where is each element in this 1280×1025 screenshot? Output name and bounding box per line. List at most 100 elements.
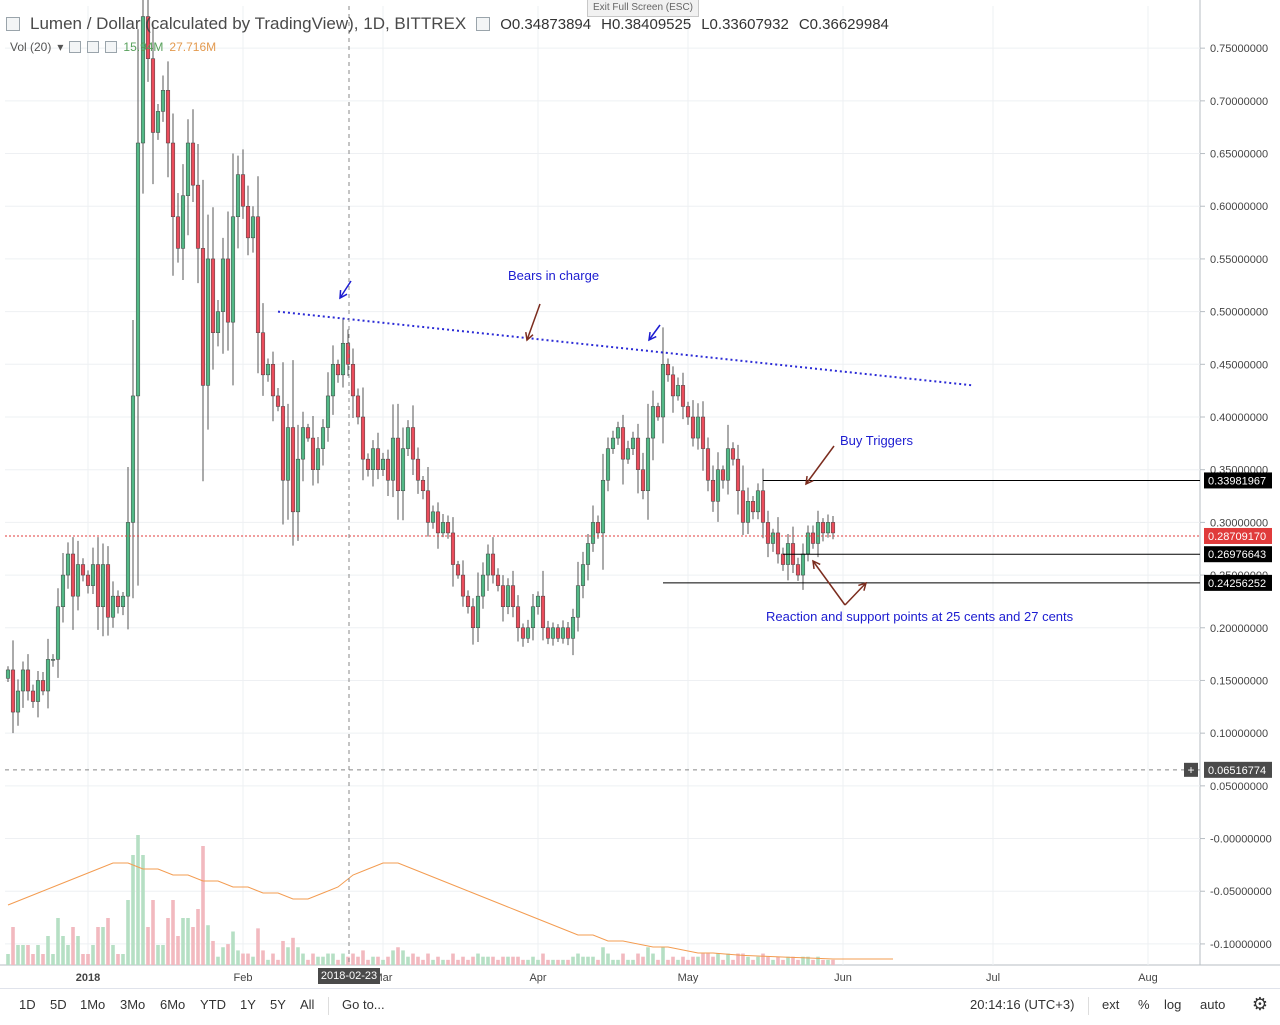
volume-bar [46, 936, 50, 965]
candle-body [710, 479, 716, 502]
candle-body [325, 395, 331, 428]
volume-bar [96, 927, 100, 965]
range-1d-button[interactable]: 1D [19, 997, 36, 1012]
candle-body [730, 448, 736, 460]
eye-icon[interactable] [69, 41, 82, 53]
legend-settings-icon[interactable] [476, 17, 491, 31]
candle-body [475, 595, 481, 629]
volume-bar [331, 953, 335, 965]
support-27-price-label: 0.26976643 [1208, 549, 1266, 561]
volume-bar [286, 947, 290, 965]
settings-gear-icon[interactable]: ⚙ [1251, 994, 1268, 1014]
candle-body [290, 427, 296, 513]
candle-body [470, 606, 476, 629]
buy-trigger-price-label: 0.33981967 [1208, 475, 1266, 487]
ext-toggle[interactable]: ext [1102, 997, 1120, 1012]
auto-toggle[interactable]: auto [1200, 997, 1226, 1012]
price-chart[interactable]: 0.75000000 0.70000000 0.65000000 0.60000000… [0, 0, 1280, 988]
candle-body [40, 680, 46, 692]
volume-bar [121, 954, 125, 965]
remove-icon[interactable] [105, 41, 118, 53]
y-tick-label: -0.00000000 [1210, 834, 1272, 846]
range-5y-button[interactable]: 5Y [270, 997, 286, 1012]
volume-bar [191, 927, 195, 965]
volume-bar [461, 956, 465, 965]
y-tick-label: 0.05000000 [1210, 781, 1268, 793]
volume-bar [181, 918, 185, 965]
goto-button[interactable]: Go to... [342, 997, 385, 1012]
volume-bar [571, 956, 575, 965]
volume-bar [226, 944, 230, 965]
candle-body [380, 458, 386, 470]
crosshair-price-label-bg [1204, 761, 1272, 778]
volume-bar [321, 956, 325, 965]
candle-body [240, 174, 246, 207]
volume-bar [526, 959, 530, 965]
candle-body [105, 564, 111, 618]
candle-body [435, 511, 441, 534]
volume-bar [771, 959, 775, 965]
peak-marker-1-head [339, 289, 348, 300]
candle-body [550, 627, 556, 639]
exit-fullscreen-button[interactable]: Exit Full Screen (ESC) [587, 0, 699, 17]
candle-body [665, 364, 671, 376]
candle-body [655, 406, 661, 418]
range-5d-button[interactable]: 5D [50, 997, 67, 1012]
candle-body [300, 427, 306, 460]
candle-body [270, 364, 276, 397]
gear-icon[interactable] [87, 41, 100, 53]
volume-bar [261, 950, 265, 965]
range-3mo-button[interactable]: 3Mo [120, 997, 146, 1012]
log-toggle[interactable]: log [1164, 997, 1182, 1012]
volume-bar [641, 956, 645, 965]
range-1mo-button[interactable]: 1Mo [80, 997, 106, 1012]
candle-body [465, 595, 471, 607]
candle-body [615, 427, 621, 439]
candle-body [650, 406, 656, 439]
volume-label[interactable]: Vol (20) [10, 40, 52, 54]
chevron-down-icon[interactable]: ▾ [57, 40, 64, 54]
candle-body [825, 522, 831, 534]
volume-bar [386, 956, 390, 965]
volume-bar [366, 959, 370, 965]
range-1y-button[interactable]: 1Y [240, 997, 256, 1012]
volume-bar [671, 956, 675, 965]
candle-body [515, 606, 521, 629]
candle-body [285, 427, 291, 481]
chart-legend: Lumen / Dollar (calculated by TradingVie… [6, 14, 889, 34]
y-tick-label: 0.20000000 [1210, 623, 1268, 635]
candle-body [190, 142, 196, 186]
volume-bar [211, 940, 215, 965]
candle-body [415, 458, 421, 481]
volume-bar [591, 956, 595, 965]
percent-toggle[interactable]: % [1138, 997, 1150, 1012]
candle-body [215, 311, 221, 333]
volume-value: 15.94M [123, 40, 164, 54]
candle-body [430, 511, 436, 523]
range-6mo-button[interactable]: 6Mo [160, 997, 186, 1012]
last-price-label-bg [1204, 527, 1272, 544]
volume-bar [451, 953, 455, 965]
candle-body [725, 448, 731, 481]
last-price-label: 0.28709170 [1208, 531, 1266, 543]
legend-collapse-icon[interactable] [6, 17, 20, 31]
candle-body [245, 205, 251, 239]
candle-body [165, 90, 171, 144]
volume-bar [696, 956, 700, 965]
range-all-button[interactable]: All [300, 997, 315, 1012]
candle-body [745, 501, 751, 523]
candle-body [485, 553, 491, 576]
candle-body [670, 374, 676, 397]
volume-bar [731, 959, 735, 965]
candle-body [205, 258, 211, 386]
volume-bar [251, 956, 255, 965]
candle-body [70, 553, 76, 597]
volume-bar [441, 959, 445, 965]
volume-bar [406, 956, 410, 965]
volume-bar [316, 956, 320, 965]
candle-body [700, 416, 706, 449]
candle-body [330, 364, 336, 397]
volume-bar [91, 945, 95, 965]
candle-body [720, 469, 726, 481]
range-ytd-button[interactable]: YTD [200, 997, 226, 1012]
